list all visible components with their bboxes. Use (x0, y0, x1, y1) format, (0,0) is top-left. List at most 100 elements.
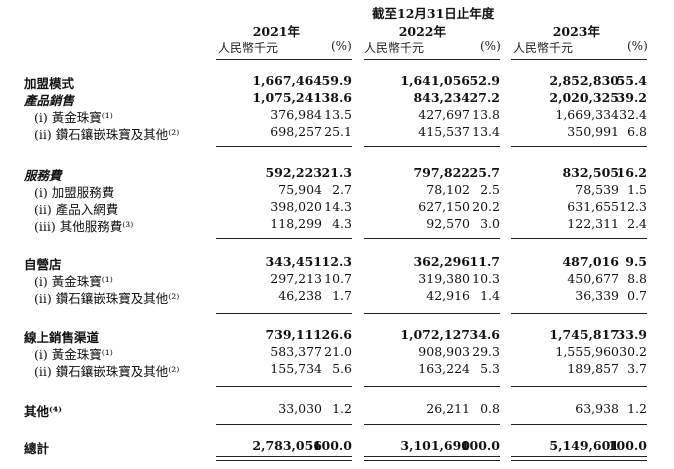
pct-2021: (%) (331, 39, 352, 53)
row-value: 33,030 (278, 401, 322, 416)
header-rule-2021 (216, 59, 352, 60)
rule-b2 (364, 238, 500, 239)
row-label: 自營店 (24, 257, 62, 272)
row-value: 39.2 (616, 90, 647, 105)
row-value: 75,904 (278, 182, 322, 197)
row-value: 100.0 (460, 438, 500, 453)
row-value: 1,669,334 (555, 107, 619, 122)
row-value: 38.6 (321, 90, 352, 105)
row-value: 52.9 (469, 73, 500, 88)
row-label: 總計 (24, 441, 50, 456)
row-value: 100.0 (607, 438, 647, 453)
total-rule-2 (364, 456, 500, 461)
row-value: 42,916 (426, 288, 470, 303)
row-value: 92,570 (426, 216, 470, 231)
row-value: 118,299 (270, 216, 322, 231)
rule-c3 (511, 313, 647, 314)
row-value: 631,655 (567, 199, 619, 214)
row-value: 100.0 (312, 438, 352, 453)
row-value: 10.7 (324, 271, 352, 286)
row-value: 3,101,690 (400, 438, 470, 453)
row-label: (ii) 產品入網費 (34, 202, 119, 217)
row-value: 29.3 (472, 344, 500, 359)
row-value: 1,555,960 (555, 344, 619, 359)
row-value: 592,223 (265, 165, 322, 180)
row-value: 155,734 (270, 361, 322, 376)
row-label: (iii) 其他服務費⁽³⁾ (34, 219, 134, 234)
row-value: 583,377 (270, 344, 322, 359)
row-value: 362,296 (413, 254, 470, 269)
row-value: 5.6 (332, 361, 352, 376)
row-value: 843,234 (413, 90, 470, 105)
row-value: 59.9 (321, 73, 352, 88)
rule-b3 (511, 238, 647, 239)
row-value: 55.4 (616, 73, 647, 88)
rule-a1 (216, 146, 352, 147)
row-value: 832,505 (562, 165, 619, 180)
row-value: 13.5 (324, 107, 352, 122)
rule-e1 (216, 424, 352, 425)
row-value: 319,380 (418, 271, 470, 286)
row-value: 1,667,464 (252, 73, 322, 88)
rule-b1 (216, 238, 352, 239)
row-value: 350,991 (567, 124, 619, 139)
row-value: 0.7 (627, 288, 647, 303)
header-rule-2023 (511, 59, 647, 60)
row-value: 2.4 (627, 216, 647, 231)
row-value: 14.3 (324, 199, 352, 214)
row-value: 163,224 (418, 361, 470, 376)
row-value: 11.7 (469, 254, 500, 269)
row-value: 189,857 (567, 361, 619, 376)
row-value: 627,150 (418, 199, 470, 214)
row-value: 25.1 (324, 124, 352, 139)
row-label: (i) 黃金珠寶⁽¹⁾ (34, 347, 113, 362)
row-value: 0.8 (480, 401, 500, 416)
row-label: 產品銷售 (24, 93, 75, 108)
year-2021-header: 2021年 (252, 24, 300, 39)
row-value: 450,677 (567, 271, 619, 286)
rule-d3 (511, 386, 647, 387)
row-value: 2.5 (480, 182, 500, 197)
row-value: 16.2 (616, 165, 647, 180)
row-value: 20.2 (472, 199, 500, 214)
row-label: 線上銷售渠道 (24, 330, 100, 345)
row-value: 13.4 (472, 124, 500, 139)
row-value: 1.7 (332, 288, 352, 303)
unit-2022: 人民幣千元 (364, 41, 425, 55)
rule-e3 (511, 424, 647, 425)
row-value: 698,257 (270, 124, 322, 139)
row-value: 3.0 (480, 216, 500, 231)
row-value: 908,903 (418, 344, 470, 359)
row-value: 34.6 (469, 327, 500, 342)
row-value: 1,075,241 (252, 90, 322, 105)
row-label: 其他⁽⁴⁾ (24, 404, 62, 419)
row-label: 服務費 (24, 168, 62, 183)
row-value: 1.2 (332, 401, 352, 416)
row-value: 6.8 (627, 124, 647, 139)
rule-c2 (364, 313, 500, 314)
row-value: 415,537 (418, 124, 470, 139)
row-value: 30.2 (619, 344, 647, 359)
row-label: (i) 黃金珠寶⁽¹⁾ (34, 274, 113, 289)
row-value: 4.3 (332, 216, 352, 231)
row-value: 1.5 (627, 182, 647, 197)
pct-2023: (%) (627, 39, 648, 53)
row-value: 5.3 (480, 361, 500, 376)
row-value: 27.2 (469, 90, 500, 105)
header-rule-2022 (364, 59, 500, 60)
row-value: 12.3 (321, 254, 352, 269)
row-value: 5,149,601 (549, 438, 619, 453)
row-value: 63,938 (575, 401, 619, 416)
row-value: 78,102 (426, 182, 470, 197)
row-label: (ii) 鑽石鑲嵌珠寶及其他⁽²⁾ (34, 127, 180, 142)
row-value: 797,822 (413, 165, 470, 180)
row-value: 487,016 (562, 254, 619, 269)
rule-d1 (216, 386, 352, 387)
row-value: 1,072,127 (400, 327, 470, 342)
rule-a2 (364, 146, 500, 147)
row-value: 33.9 (616, 327, 647, 342)
row-value: 427,697 (418, 107, 470, 122)
row-value: 8.8 (627, 271, 647, 286)
row-value: 1,641,056 (400, 73, 470, 88)
row-label: 加盟模式 (24, 76, 75, 91)
